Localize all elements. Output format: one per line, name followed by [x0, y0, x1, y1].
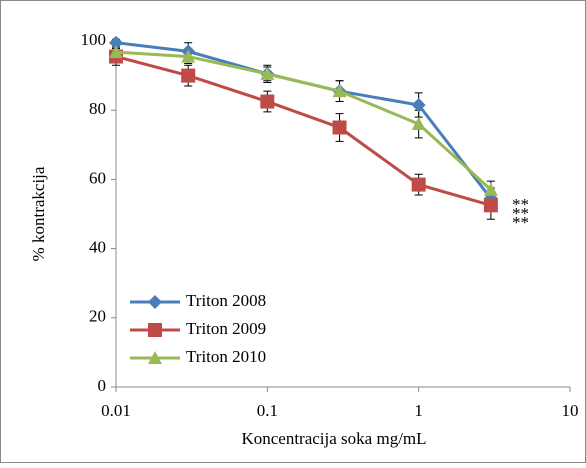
marker: [332, 120, 347, 135]
series-line: [115, 50, 492, 191]
marker: [260, 66, 275, 80]
x-tick-label: 1: [414, 401, 423, 420]
marker: [260, 94, 275, 109]
legend-marker: [148, 295, 162, 309]
y-tick-label: 0: [98, 376, 107, 395]
y-tick-label: 100: [81, 30, 107, 49]
legend-marker: [148, 323, 162, 337]
y-tick-label: 40: [89, 238, 106, 257]
marker: [483, 198, 498, 213]
x-tick-label: 10: [562, 401, 579, 420]
annotation: **: [512, 195, 529, 214]
x-tick-label: 0.1: [257, 401, 278, 420]
annotation: **: [512, 204, 529, 223]
y-tick-label: 60: [89, 168, 106, 187]
annotation: **: [512, 213, 529, 232]
marker: [483, 182, 498, 196]
legend-marker: [148, 351, 162, 364]
marker: [109, 35, 123, 50]
marker: [411, 98, 426, 113]
marker: [411, 117, 426, 131]
legend-label: Triton 2008: [186, 291, 266, 310]
y-tick-label: 20: [89, 307, 106, 326]
series-line: [115, 55, 492, 207]
marker: [181, 68, 196, 83]
legend-label: Triton 2009: [186, 319, 266, 338]
legend-label: Triton 2010: [186, 347, 266, 366]
marker: [411, 177, 426, 192]
marker: [181, 49, 196, 63]
y-tick-label: 80: [89, 99, 106, 118]
marker: [109, 45, 123, 59]
y-axis-label: % kontrakcija: [29, 166, 48, 261]
x-axis-label: Koncentracija soka mg/mL: [241, 429, 426, 448]
marker: [332, 84, 347, 98]
x-tick-label: 0.01: [101, 401, 131, 420]
